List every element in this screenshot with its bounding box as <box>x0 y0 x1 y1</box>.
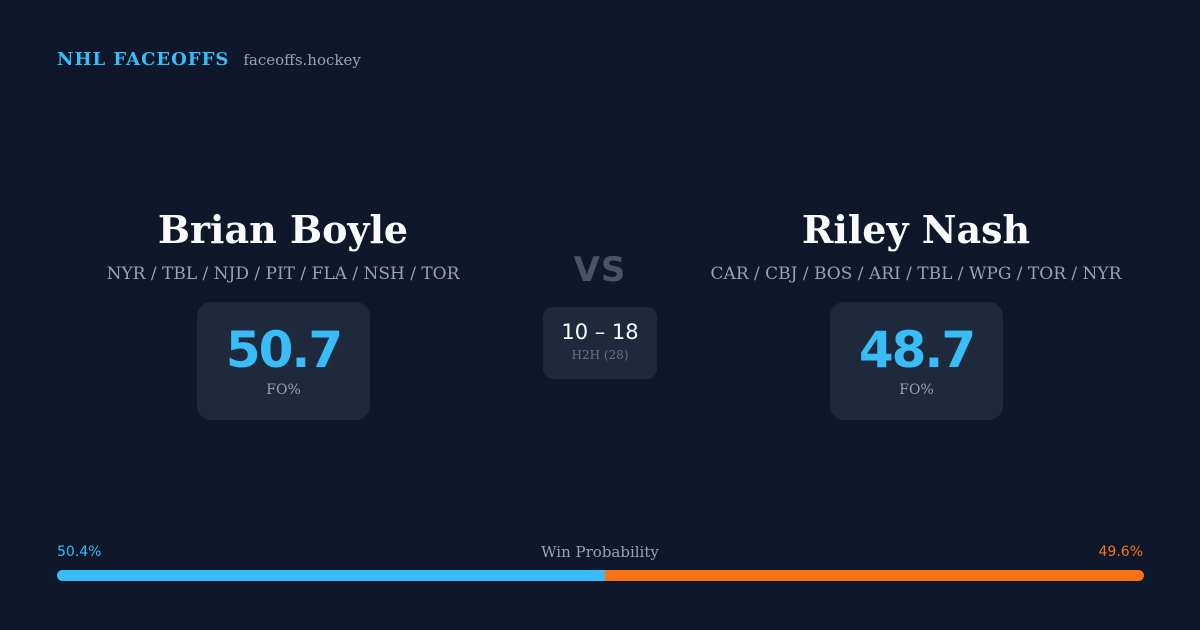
brand-url: faceoffs.hockey <box>243 51 361 69</box>
brand-name: NHL FACEOFFS <box>57 49 230 70</box>
h2h-score: 10 – 18 <box>561 320 639 344</box>
player-right-fo-label: FO% <box>899 382 934 398</box>
win-probability-left-label: 50.4% <box>57 544 102 560</box>
player-right-name: Riley Nash <box>801 207 1031 252</box>
player-left-teams: NYR / TBL / NJD / PIT / FLA / NSH / TOR <box>106 264 460 284</box>
win-probability-fill-right <box>604 570 1144 581</box>
player-left-fo-value: 50.7 <box>225 321 343 379</box>
h2h-card: 10 – 18 H2H (28) <box>543 307 657 379</box>
player-right-teams: CAR / CBJ / BOS / ARI / TBL / WPG / TOR … <box>710 264 1122 284</box>
brand: NHL FACEOFFS faceoffs.hockey <box>57 49 361 70</box>
player-right-fo-card: 48.7 FO% <box>830 302 1003 420</box>
player-right: Riley Nash CAR / CBJ / BOS / ARI / TBL /… <box>676 205 1156 286</box>
player-right-fo-value: 48.7 <box>858 321 976 379</box>
vs-label: VS <box>573 250 627 290</box>
player-left: Brian Boyle NYR / TBL / NJD / PIT / FLA … <box>43 205 523 286</box>
player-left-fo-card: 50.7 FO% <box>197 302 370 420</box>
win-probability-title: Win Probability <box>541 543 659 561</box>
h2h-label: H2H (28) <box>571 348 629 362</box>
win-probability-right-label: 49.6% <box>1098 544 1143 560</box>
player-left-name: Brian Boyle <box>157 207 409 252</box>
player-left-fo-label: FO% <box>266 382 301 398</box>
win-probability-fill-left <box>57 570 605 581</box>
win-probability-bar <box>57 570 1144 581</box>
